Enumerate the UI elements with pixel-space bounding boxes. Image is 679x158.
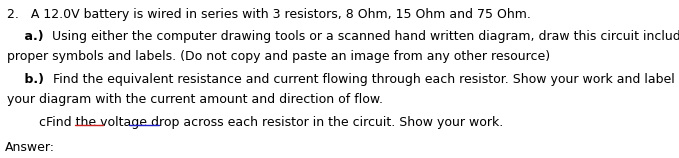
Text: proper symbols and labels. (Do not copy and paste an image from any other resour: proper symbols and labels. (Do not copy …	[7, 50, 550, 63]
Text: cFind the voltage drop across each resistor in the circuit. Show your work.: cFind the voltage drop across each resis…	[7, 116, 503, 129]
Text: Answer:: Answer:	[5, 141, 55, 154]
Text: your diagram with the current amount and direction of flow.: your diagram with the current amount and…	[7, 93, 383, 106]
Text: a.): a.)	[7, 30, 52, 43]
Text: Find the equivalent resistance and current flowing through each resistor. Show y: Find the equivalent resistance and curre…	[52, 73, 674, 86]
Text: Using either the computer drawing tools or a scanned hand written diagram, draw : Using either the computer drawing tools …	[52, 30, 679, 43]
Text: b.): b.)	[7, 73, 52, 86]
Text: 2.   A 12.0V battery is wired in series with 3 resistors, 8 Ohm, 15 Ohm and 75 O: 2. A 12.0V battery is wired in series wi…	[7, 8, 531, 21]
